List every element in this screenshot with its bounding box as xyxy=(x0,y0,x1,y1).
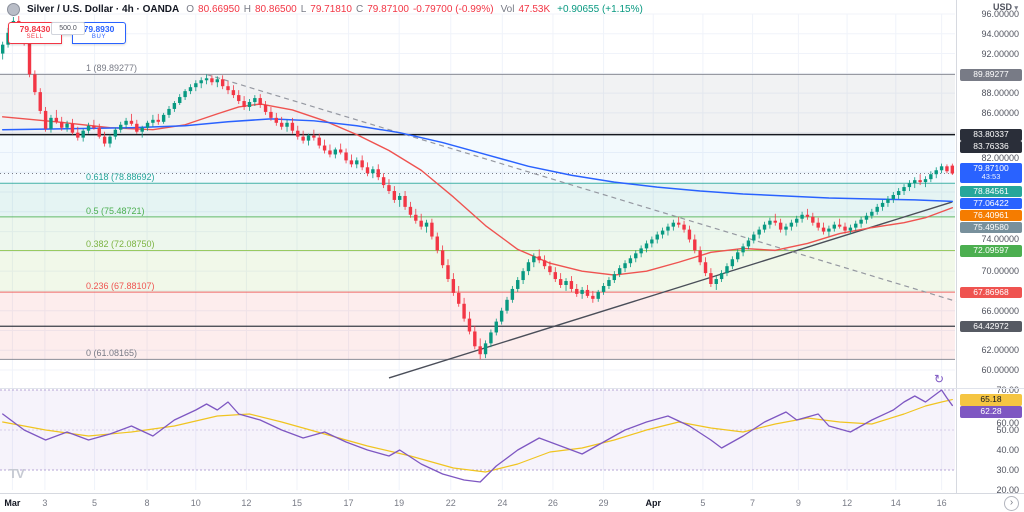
time-axis-label: Mar xyxy=(4,498,21,508)
price-axis-label: 86.00000 xyxy=(981,107,1019,118)
price-axis-label: 82.00000 xyxy=(981,153,1019,164)
open-label: O xyxy=(186,3,195,15)
time-axis-label: 5 xyxy=(92,498,98,508)
time-axis-label: Apr xyxy=(645,498,661,508)
sell-label: SELL xyxy=(26,34,44,41)
chevron-down-icon: ▾ xyxy=(1014,5,1018,12)
rsi-axis-label: 60.00 xyxy=(996,418,1019,429)
price-axis-label: 96.00000 xyxy=(981,9,1019,19)
low-label: L xyxy=(300,3,307,15)
time-axis-label: 3 xyxy=(42,498,48,508)
price-axis-label: 60.00000 xyxy=(981,365,1019,376)
price-axis[interactable]: USD ▾ 89.89277 83.80337 83.76336 79.87100 43… xyxy=(956,0,1024,495)
time-axis-label: 15 xyxy=(291,498,303,508)
trendlines xyxy=(206,73,958,379)
volume-label: Vol xyxy=(500,3,515,15)
chart-legend: Silver / U.S. Dollar · 4h · OANDA O 80.66… xyxy=(0,0,643,18)
price-axis-badge: 79.87100 43:53 xyxy=(960,162,1022,183)
fib-level-label: 0.382 (72.08750) xyxy=(86,239,155,250)
rsi-axis-label: 40.00 xyxy=(996,445,1019,455)
price-axis-label: 92.00000 xyxy=(981,48,1019,59)
fib-level-label: 1 (89.89277) xyxy=(86,63,138,74)
sell-price: 79.8430 xyxy=(19,24,51,35)
ma-blue xyxy=(1,118,954,203)
symbol-logo-icon xyxy=(7,2,20,16)
price-axis-badge: 77.06422 xyxy=(960,197,1022,210)
price-axis-badge: 72.09597 xyxy=(960,244,1022,257)
price-axis-label: 70.00000 xyxy=(981,266,1019,277)
rsi-axis-badge: 65.18 xyxy=(960,394,1022,406)
pane-separator[interactable] xyxy=(0,388,1024,389)
time-axis-label: 5 xyxy=(700,498,706,508)
sell-button[interactable]: 79.8430 SELL xyxy=(8,22,62,44)
volume-legend: Vol 47.53K xyxy=(501,4,551,15)
grid-lines xyxy=(0,13,955,490)
change2-value: +0.90655 (+1.15%) xyxy=(557,3,643,15)
volume-value: 47.53K xyxy=(518,3,551,15)
open-value: 80.66950 xyxy=(198,3,240,15)
time-axis-label: 9 xyxy=(795,498,801,508)
fib-level-label: 0.236 (67.88107) xyxy=(86,281,155,292)
price-axis-label: 66.00000 xyxy=(981,305,1019,316)
time-axis[interactable]: › Mar 3 5 8 10 12 15 17 19 22 24 26 29 Apr 5 7 9 12 14 16 xyxy=(0,493,1024,512)
price-axis-badge: 75.49580 xyxy=(960,221,1022,234)
low-value: 79.71810 xyxy=(310,3,352,15)
time-axis-label: 12 xyxy=(842,498,853,508)
ohlc-values: O 80.66950 H 80.86500 L 79.71810 C 79.87100 … xyxy=(186,4,493,15)
price-axis-label: 62.00000 xyxy=(981,345,1019,356)
price-axis-label: 88.00000 xyxy=(981,88,1019,99)
time-axis-label: 26 xyxy=(547,498,558,508)
time-axis-label: 16 xyxy=(936,498,947,508)
buy-label: BUY xyxy=(91,34,107,41)
tradingview-watermark-logo: TV xyxy=(9,466,25,481)
price-axis-badge: 78.84561 xyxy=(960,185,1022,198)
fib-level-label: 0.618 (78.88692) xyxy=(86,172,155,183)
time-axis-label: 8 xyxy=(144,498,150,508)
rsi-axis-label: 30.00 xyxy=(996,465,1019,475)
symbol-title[interactable]: Silver / U.S. Dollar · 4h · OANDA xyxy=(27,3,180,15)
price-axis-badge: 83.76336 xyxy=(960,141,1022,153)
time-axis-label: 14 xyxy=(890,498,901,508)
rsi-reload-icon[interactable]: ↻ xyxy=(934,372,945,386)
time-axis-label: 7 xyxy=(750,498,756,508)
high-value: 80.86500 xyxy=(255,3,297,15)
time-axis-label: 12 xyxy=(241,498,252,508)
candlestick-series xyxy=(0,15,955,360)
time-axis-label: 19 xyxy=(394,498,405,508)
rsi-axis-label: 50.00 xyxy=(996,425,1019,435)
order-panel: 79.8430 SELL 500.0 79.8930 BUY xyxy=(8,22,126,44)
rsi-indicator xyxy=(0,389,955,483)
close-label: C xyxy=(356,3,364,15)
price-axis-badge: 76.40961 xyxy=(960,209,1022,222)
change-value: -0.79700 (-0.99%) xyxy=(412,3,494,15)
price-axis-badge: 64.42972 xyxy=(960,320,1022,333)
go-to-realtime-icon[interactable]: › xyxy=(1004,496,1019,511)
rsi-axis-badge: 62.28 xyxy=(960,406,1022,418)
time-axis-label: 22 xyxy=(445,498,456,508)
fib-level-label: 0 (61.08165) xyxy=(86,348,138,359)
rsi-axis-label: 70.00 xyxy=(996,385,1019,395)
spread-value: 500.0 xyxy=(51,22,85,35)
fib-level-label: 0.5 (75.48721) xyxy=(86,205,145,216)
ma-red xyxy=(1,103,954,276)
time-axis-label: 29 xyxy=(598,498,609,508)
time-axis-label: 10 xyxy=(190,498,201,508)
horizontal-level-lines xyxy=(0,133,955,327)
time-axis-label: 24 xyxy=(497,498,508,508)
rsi-axis-label: 20.00 xyxy=(996,485,1019,495)
price-axis-label: 74.00000 xyxy=(981,233,1019,244)
price-axis-label: 94.00000 xyxy=(981,28,1019,39)
price-axis-badge: 67.86968 xyxy=(960,286,1022,299)
buy-price: 79.8930 xyxy=(83,24,115,35)
time-axis-label: 17 xyxy=(343,498,354,508)
change-indicator: +0.90655 (+1.15%) xyxy=(557,4,643,15)
price-axis-badge: 89.89277 xyxy=(960,68,1022,81)
currency-label[interactable]: USD ▾ xyxy=(992,2,1018,12)
high-label: H xyxy=(243,3,251,15)
close-value: 79.87100 xyxy=(367,3,409,15)
buy-button[interactable]: 79.8930 BUY xyxy=(72,22,126,44)
price-axis-badge: 83.80337 xyxy=(960,129,1022,141)
